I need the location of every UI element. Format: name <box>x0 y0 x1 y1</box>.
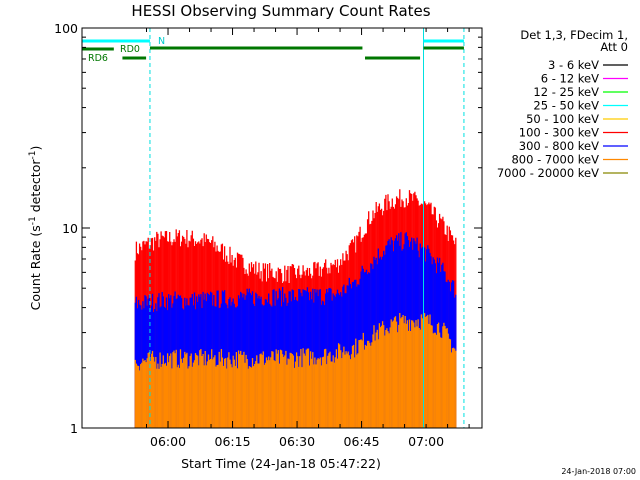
legend-label: 6 - 12 keV <box>541 72 599 86</box>
legend-title-line-1: Det 1,3, FDecim 1, <box>520 28 628 42</box>
legend-label: 3 - 6 keV <box>548 58 599 72</box>
y-tick-label: 100 <box>54 21 78 36</box>
count-rate-band-2 <box>134 313 457 428</box>
rd0-flag-label: RD0 <box>120 44 140 55</box>
legend-label: 25 - 50 keV <box>533 99 599 113</box>
legend-label: 12 - 25 keV <box>533 85 599 99</box>
x-axis: 06:00 06:15 06:30 06:45 07:00 <box>146 28 470 449</box>
plot-area: N RD0 RD6 <box>81 28 465 428</box>
flag-bars: N RD0 RD6 <box>82 36 464 64</box>
legend-label: 800 - 7000 keV <box>511 153 599 167</box>
x-axis-label: Start Time (24-Jan-18 05:47:22) <box>181 456 381 471</box>
y-tick-label: 10 <box>62 221 78 236</box>
footer-date: 24-Jan-2018 07:00 <box>561 467 636 476</box>
x-tick-label: 06:30 <box>279 434 315 449</box>
chart-title: HESSI Observing Summary Count Rates <box>131 2 430 20</box>
x-tick-label: 06:00 <box>150 434 186 449</box>
y-axis-label: Count Rate (s-1 detector-1) <box>28 146 43 311</box>
y-axis: 1 10 100 <box>54 21 482 436</box>
legend-label: 100 - 300 keV <box>519 126 599 140</box>
y-tick-label: 1 <box>70 421 78 436</box>
legend-label: 300 - 800 keV <box>519 139 599 153</box>
x-tick-label: 07:00 <box>408 434 444 449</box>
legend-label: 7000 - 20000 keV <box>497 166 599 180</box>
x-tick-label: 06:15 <box>215 434 251 449</box>
x-tick-label: 06:45 <box>344 434 380 449</box>
legend-label: 50 - 100 keV <box>526 112 599 126</box>
n-flag-label: N <box>158 36 165 47</box>
rd6-flag-label: RD6 <box>88 53 108 64</box>
legend-title-line-2: Att 0 <box>600 40 628 54</box>
